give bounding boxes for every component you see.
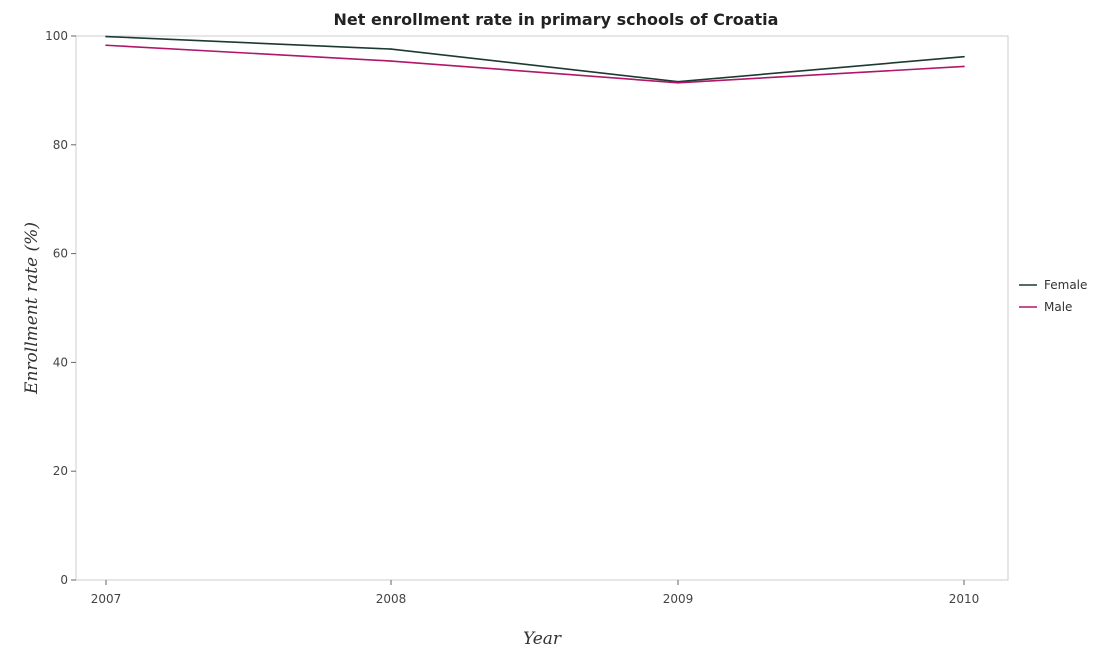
series-line-male bbox=[105, 44, 965, 84]
y-tick-label: 40 bbox=[53, 355, 68, 369]
data-point-male bbox=[963, 65, 965, 68]
x-axis: 2007 2008 2009 2010 bbox=[91, 580, 980, 606]
y-tick-label: 0 bbox=[60, 573, 68, 587]
x-tick-label: 2008 bbox=[376, 592, 407, 606]
x-tick-label: 2010 bbox=[949, 592, 980, 606]
y-tick-label: 20 bbox=[53, 464, 68, 478]
y-tick-label: 80 bbox=[53, 138, 68, 152]
y-axis: 0 20 40 60 80 100 bbox=[45, 29, 76, 587]
x-tick-label: 2007 bbox=[91, 592, 122, 606]
data-point-female bbox=[105, 35, 107, 38]
data-point-male bbox=[390, 60, 392, 62]
data-point-female bbox=[390, 48, 392, 50]
y-tick-label: 60 bbox=[53, 247, 68, 261]
data-point-male bbox=[677, 81, 679, 84]
series-line-female bbox=[105, 35, 965, 83]
legend-label-male: Male bbox=[1044, 300, 1072, 314]
series-group bbox=[105, 35, 965, 84]
data-point-male bbox=[105, 44, 107, 47]
legend-label-female: Female bbox=[1044, 278, 1087, 292]
x-tick-label: 2009 bbox=[663, 592, 694, 606]
y-axis-label: Enrollment rate (%) bbox=[22, 222, 42, 395]
legend: Female Male bbox=[1019, 278, 1087, 314]
y-tick-label: 100 bbox=[45, 29, 68, 43]
x-axis-label: Year bbox=[523, 629, 562, 649]
chart-title: Net enrollment rate in primary schools o… bbox=[334, 10, 779, 29]
plot-area bbox=[75, 35, 1009, 581]
data-point-female bbox=[963, 55, 965, 58]
